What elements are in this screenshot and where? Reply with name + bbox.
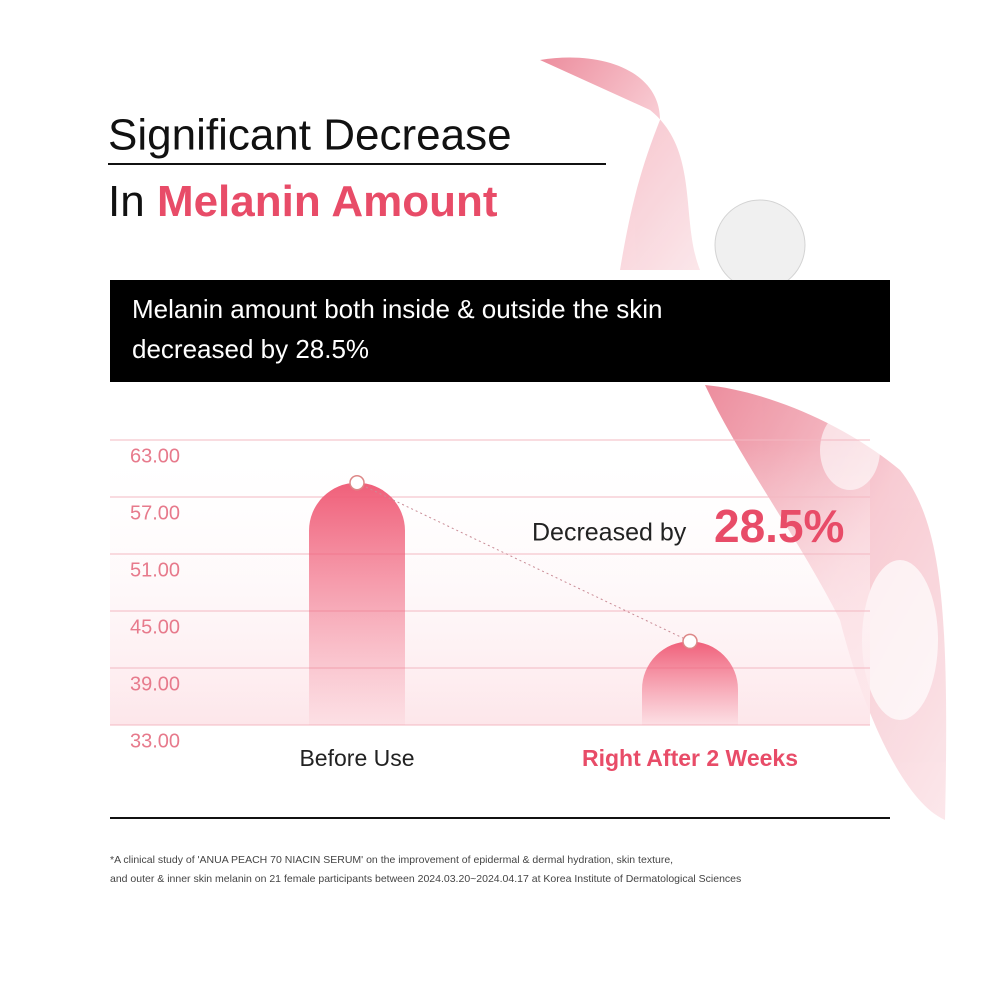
serum-decoration [540, 57, 947, 820]
y-tick-label: 33.00 [130, 730, 180, 752]
footnote: *A clinical study of 'ANUA PEACH 70 NIAC… [110, 854, 673, 866]
y-tick-label: 57.00 [130, 502, 180, 524]
x-tick-label: Before Use [299, 745, 414, 771]
bar [642, 641, 738, 725]
subtitle-box [110, 280, 890, 382]
value-marker [682, 633, 698, 650]
x-tick-label: Right After 2 Weeks [582, 745, 798, 771]
title-line-1: Significant Decrease [108, 111, 512, 160]
title-highlight: Melanin Amount [157, 177, 498, 226]
footnote: and outer & inner skin melanin on 21 fem… [110, 873, 741, 885]
connector [356, 482, 691, 642]
y-tick-label: 45.00 [130, 616, 180, 638]
title-line-2: In Melanin Amount [108, 177, 498, 226]
y-tick-label: 63.00 [130, 445, 180, 467]
bar [309, 482, 405, 725]
value-marker [349, 475, 365, 491]
annotation: Decreased by [532, 519, 687, 547]
annotation-value: 28.5% [714, 500, 844, 552]
title-prefix: In [108, 177, 145, 226]
subtitle-line: decreased by 28.5% [132, 334, 369, 364]
subtitle-line: Melanin amount both inside & outside the… [132, 294, 662, 324]
y-tick-label: 39.00 [130, 673, 180, 695]
y-tick-label: 51.00 [130, 559, 180, 581]
plot-background [110, 440, 870, 725]
